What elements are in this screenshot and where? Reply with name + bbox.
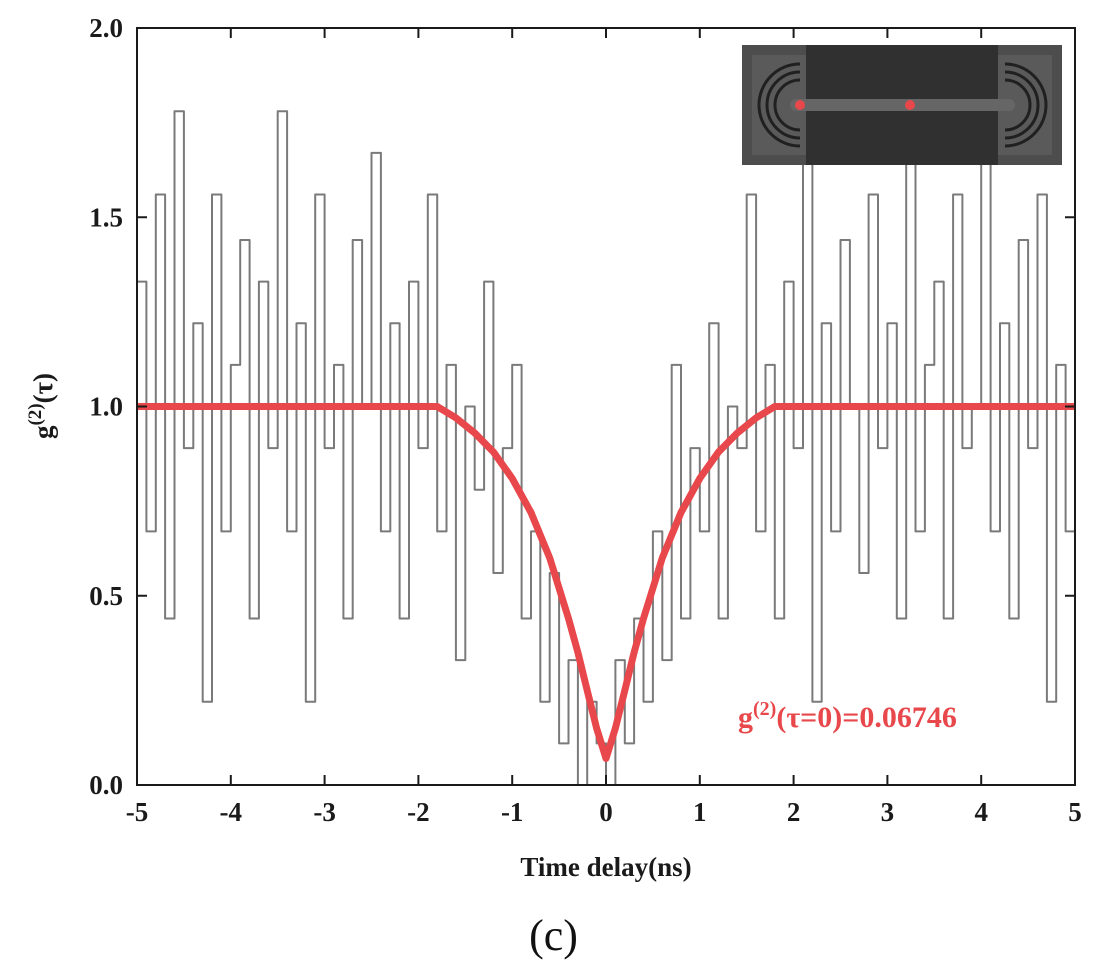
x-tick-label: 3 (881, 797, 895, 827)
inset-emitter-dot (795, 100, 805, 110)
x-tick-label: -4 (220, 797, 243, 827)
x-tick-label: 5 (1068, 797, 1082, 827)
x-tick-label: -2 (407, 797, 430, 827)
y-axis-title: g(2)(τ) (25, 373, 58, 439)
x-axis: -5 -4 -3 -2 -1 0 1 2 3 4 5 (126, 28, 1082, 827)
y-tick-label: 1.0 (89, 392, 123, 422)
y-axis: 0.0 0.5 1.0 1.5 2.0 (89, 13, 1075, 800)
device-inset (742, 45, 1062, 165)
x-tick-label: 0 (599, 797, 613, 827)
plot-area (137, 69, 1075, 785)
x-tick-label: 1 (693, 797, 707, 827)
inset-emitter-dot (905, 100, 915, 110)
y-tick-label: 0.5 (89, 581, 123, 611)
g2-zero-annotation: g(2)(τ=0)=0.06746 (738, 698, 957, 734)
x-axis-title: Time delay(ns) (520, 852, 691, 882)
series-layer (137, 69, 1075, 785)
x-tick-label: 2 (787, 797, 801, 827)
y-tick-label: 0.0 (89, 770, 123, 800)
x-tick-label: -3 (313, 797, 336, 827)
inset-waveguide (790, 99, 1015, 111)
g2-chart: -5 -4 -3 -2 -1 0 1 2 3 4 5 0.0 0.5 1.0 1.5 2.0 Time de… (25, 13, 1082, 882)
x-tick-label: -1 (501, 797, 524, 827)
x-tick-label: -5 (126, 797, 149, 827)
panel-label: (c) (529, 911, 578, 960)
fit-curve (137, 403, 1075, 762)
inset-right-grating (1004, 62, 1048, 148)
y-tick-label: 2.0 (89, 13, 123, 43)
measured-trace (137, 69, 1075, 785)
x-tick-label: 4 (974, 797, 988, 827)
y-tick-label: 1.5 (89, 202, 123, 232)
inset-left-grating (757, 62, 801, 148)
